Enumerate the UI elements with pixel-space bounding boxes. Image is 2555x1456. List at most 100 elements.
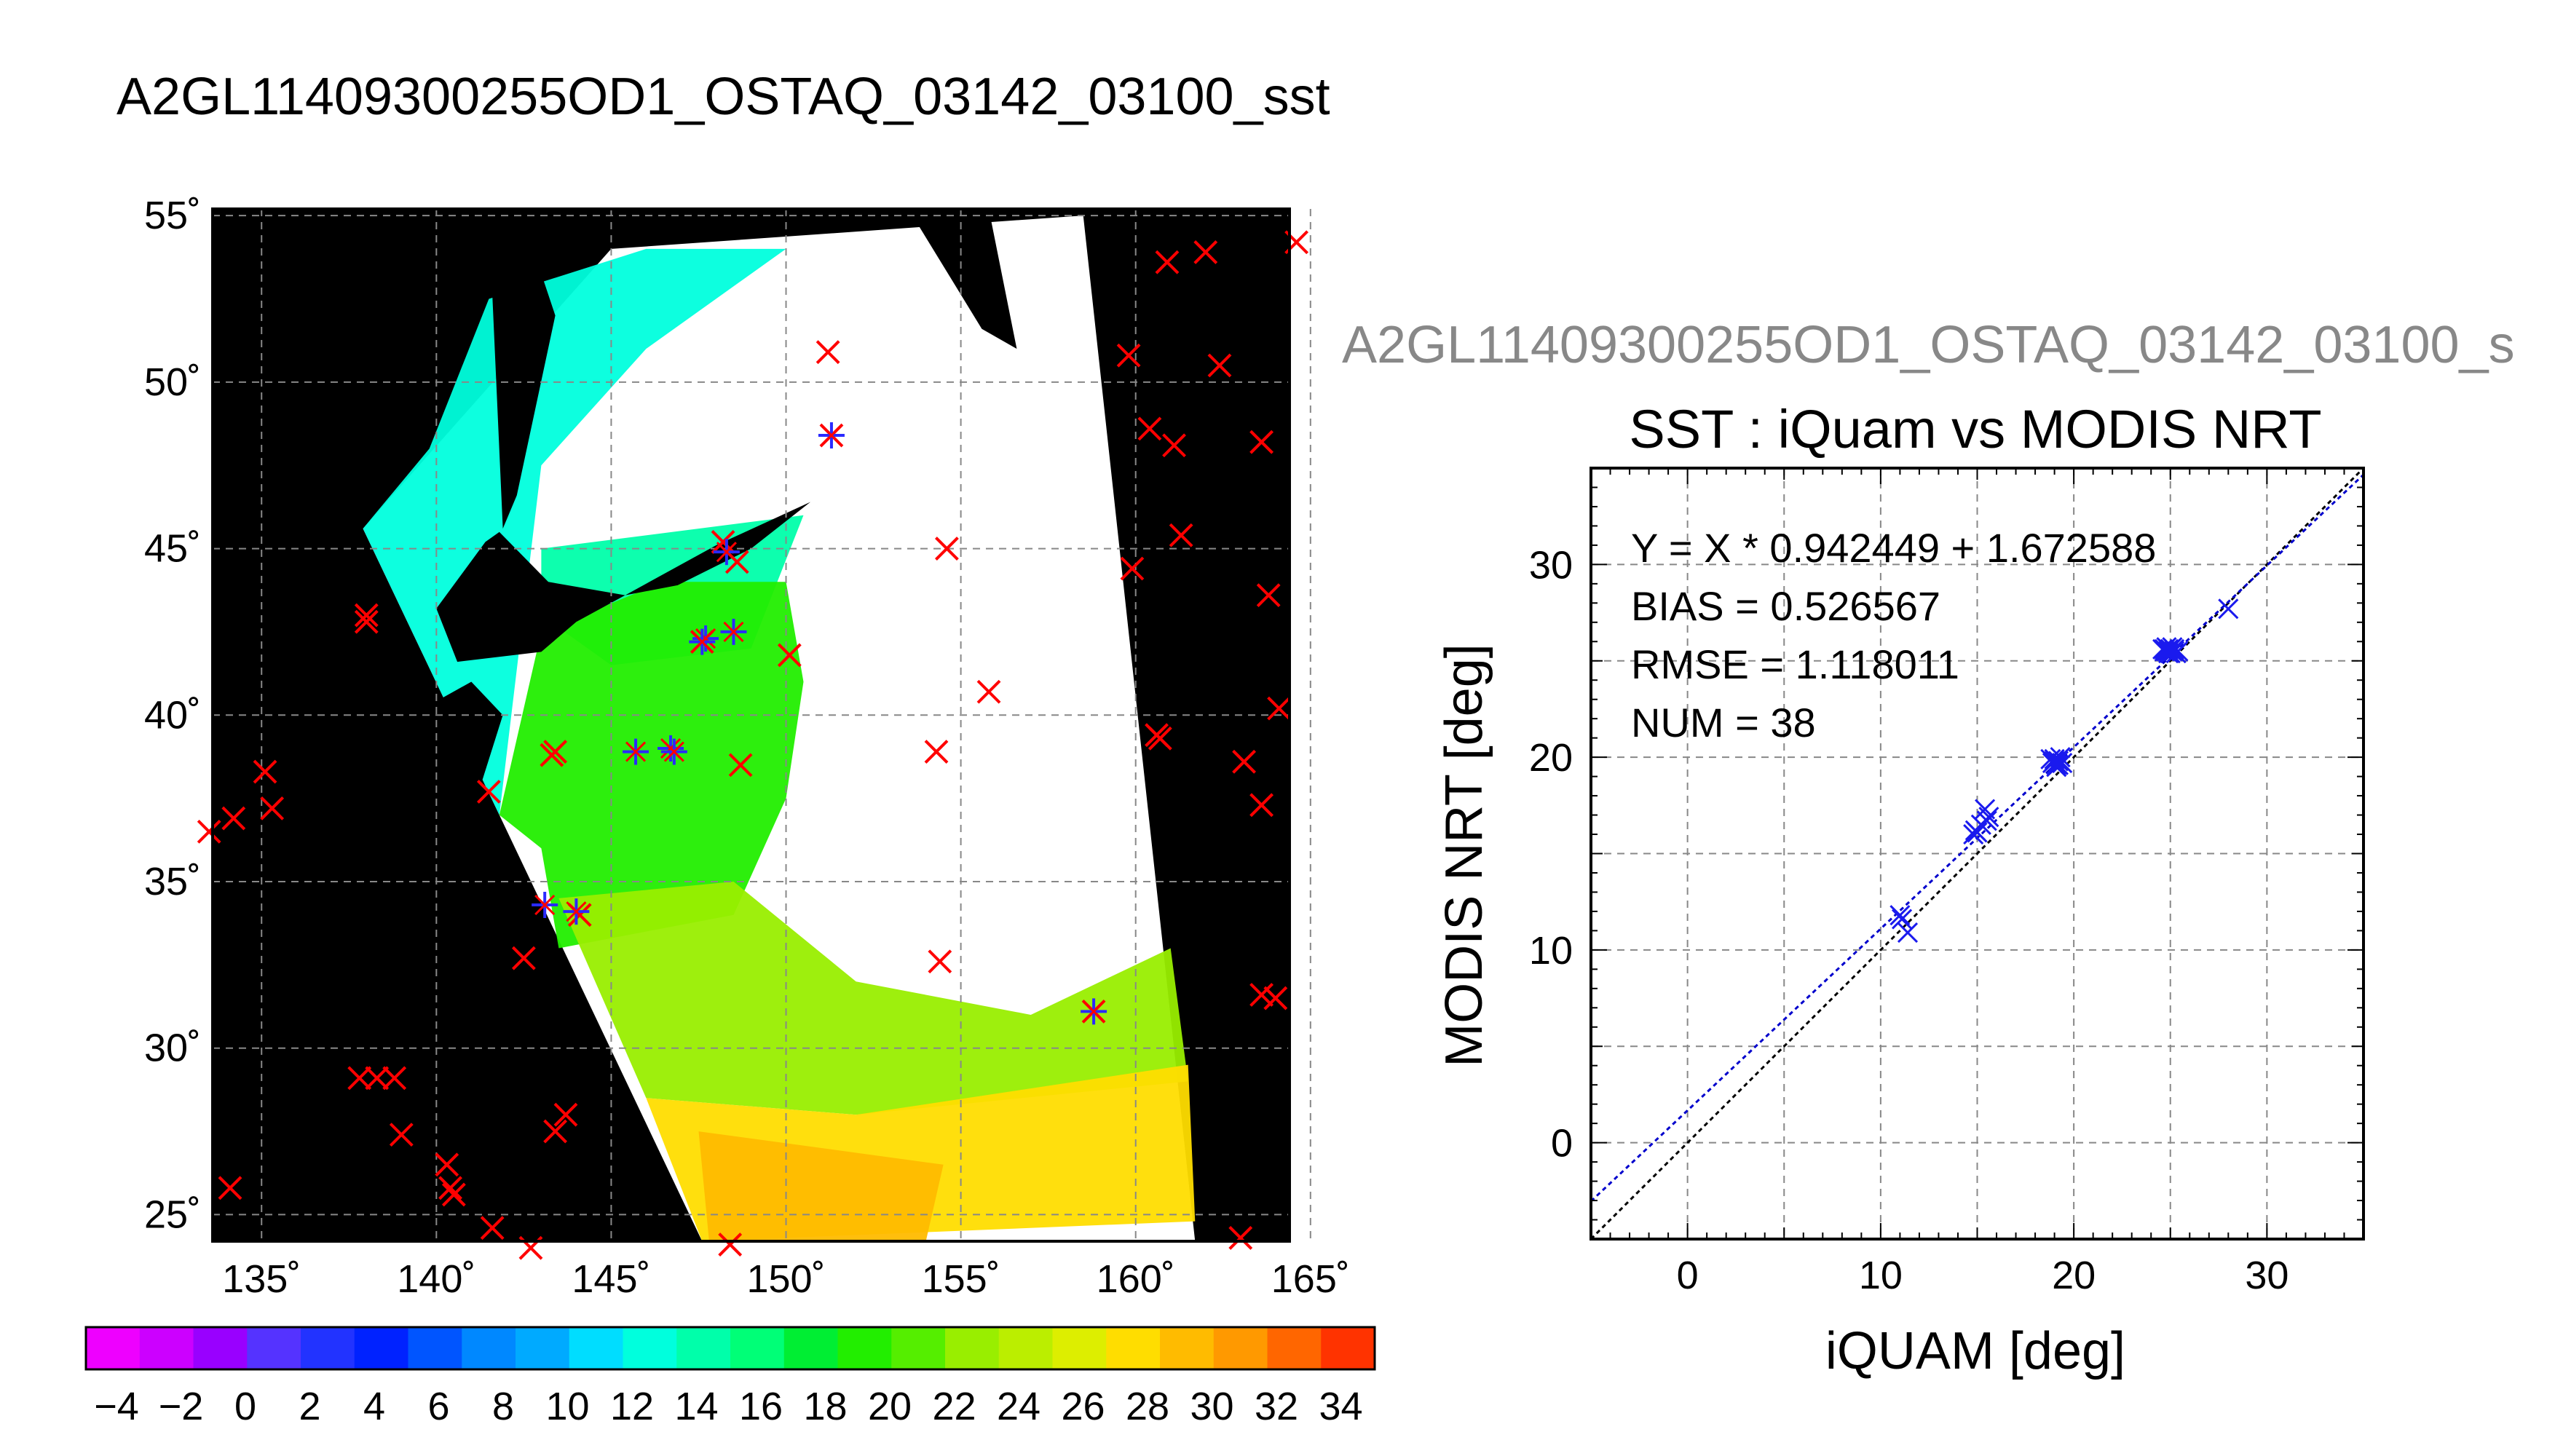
buoy-x-marker-stroke [1267, 696, 1292, 721]
buoy-x-marker [1116, 343, 1141, 368]
map-y-tick-label: 45˚ [144, 527, 201, 571]
buoy-x-marker-stroke [1263, 986, 1288, 1010]
scatter-x-tick-label: 30 [2245, 1254, 2289, 1297]
buoy-x-marker-stroke [1155, 250, 1180, 274]
buoy-x-marker-stroke [382, 1066, 407, 1091]
buoy-x-marker [382, 1066, 407, 1091]
colorbar-swatch [1267, 1327, 1322, 1369]
buoy-x-marker [1162, 433, 1186, 458]
scatter-point-stroke [1975, 799, 1996, 820]
map-y-tick-label: 40˚ [144, 693, 201, 737]
buoy-x-marker [1120, 556, 1145, 581]
buoy-x-marker [1228, 1226, 1253, 1250]
colorbar-swatch [569, 1327, 623, 1369]
buoy-x-marker-stroke [816, 340, 840, 365]
buoy-x-marker-stroke [728, 753, 753, 778]
scatter-point [2218, 598, 2239, 620]
land-mass [908, 209, 1017, 349]
map-y-tick-label: 50˚ [144, 360, 201, 404]
colorbar-swatch [998, 1327, 1053, 1369]
buoy-x-marker [221, 806, 246, 831]
buoy-x-marker [511, 946, 536, 970]
scatter-point-stroke [1891, 909, 1913, 930]
star-stroke [566, 901, 587, 922]
buoy-x-marker-stroke [476, 780, 501, 804]
colorbar-tick-label: 26 [1061, 1385, 1105, 1428]
scatter-point-stroke [1976, 810, 1997, 831]
scatter-point-stroke [2047, 754, 2069, 775]
buoy-x-marker-stroke [724, 550, 749, 574]
buoy-x-marker [543, 1119, 568, 1144]
colorbar-swatch [730, 1327, 785, 1369]
map-x-tick-label: 155˚ [922, 1257, 1000, 1301]
colorbar-swatch [408, 1327, 462, 1369]
buoy-x-marker [389, 1123, 414, 1147]
buoy-x-marker-stroke [543, 1119, 568, 1144]
land-mass [429, 681, 503, 815]
buoy-x-marker-stroke [480, 1216, 505, 1241]
colorbar-swatch [193, 1327, 248, 1369]
buoy-x-marker-stroke [1207, 353, 1232, 378]
colorbar-swatches [86, 1327, 1375, 1369]
buoy-x-marker [1249, 430, 1273, 454]
buoy-x-marker [347, 1066, 372, 1091]
buoy-x-marker [1256, 583, 1281, 608]
scatter-point-stroke [2168, 641, 2189, 662]
scatter-point-stroke [1978, 807, 1999, 828]
buoy-x-marker-stroke [197, 819, 221, 844]
colorbar-tick-label: 10 [545, 1385, 589, 1428]
buoy-x-marker [435, 1152, 459, 1177]
scatter-point [2047, 754, 2069, 775]
colorbar-tick-label: 30 [1190, 1385, 1233, 1428]
colorbar-tick-label: 18 [803, 1385, 847, 1428]
colorbar-swatch [783, 1327, 838, 1369]
colorbar-tick-label: 2 [299, 1385, 320, 1428]
identity-line [1590, 467, 2365, 1241]
buoy-x-marker [1193, 240, 1218, 264]
buoy-x-marker [260, 796, 285, 820]
map-frame [211, 207, 1291, 1243]
buoy-x-marker-stroke [1256, 583, 1281, 608]
scatter-point [1978, 807, 1999, 828]
buoy-x-marker [197, 819, 221, 844]
land-mass [436, 531, 625, 662]
buoy-x-marker [354, 609, 379, 634]
scatter-annotation: BIAS = 0.526567 [1631, 583, 1940, 629]
scatter-point-stroke [2158, 638, 2179, 660]
colorbar-tick-label: 6 [427, 1385, 449, 1428]
map-x-tick-label: 165˚ [1271, 1257, 1350, 1301]
buoy-x-marker-stroke [1137, 416, 1162, 441]
buoy-x-marker-stroke [221, 806, 246, 831]
buoy-x-marker-stroke [540, 743, 564, 767]
colorbar-tick-labels: −4 −2 0 2 4 6 8 10 12 14 16 18 20 22 24 26 28 30 32 34 [94, 1385, 1362, 1428]
map-x-tick-label: 150˚ [746, 1257, 825, 1301]
colorbar-swatch [247, 1327, 301, 1369]
star-stroke [723, 621, 744, 642]
scatter-point-stroke [2040, 748, 2061, 769]
scatter-point-stroke [2047, 751, 2069, 772]
buoy-x-marker-stroke [924, 740, 949, 764]
buoy-x-marker-stroke [1232, 749, 1256, 774]
matchup-star-marker [623, 738, 649, 765]
matchup-markers [532, 422, 1107, 1025]
scatter-y-tick-label: 30 [1529, 543, 1573, 587]
matchup-star-marker [660, 738, 687, 765]
colorbar-swatch [1213, 1327, 1268, 1369]
buoy-x-marker [816, 340, 840, 365]
scatter-chart-title: SST : iQuam vs MODIS NRT [1629, 399, 2321, 459]
buoy-x-marker [1207, 353, 1232, 378]
matchup-star-marker [1081, 998, 1107, 1025]
colorbar-swatch [301, 1327, 355, 1369]
buoy-x-marker-stroke [1228, 1226, 1253, 1250]
sst-colorbar: −4 −2 0 2 4 6 8 10 12 14 16 18 20 22 24 26 28 30 32 34 [84, 1326, 1376, 1428]
land-mass [492, 242, 556, 529]
scatter-point-stroke [1897, 922, 1919, 943]
sst-region-okhotsk [363, 248, 786, 815]
scatter-point-stroke [2044, 748, 2065, 769]
buoy-x-marker-stroke [218, 1176, 242, 1200]
scatter-annotation: Y = X * 0.942449 + 1.672588 [1631, 525, 2156, 571]
matchup-star-marker [563, 898, 590, 925]
colorbar-swatch [837, 1327, 892, 1369]
colorbar-tick-label: −2 [159, 1385, 204, 1428]
buoy-x-marker [1155, 250, 1180, 274]
